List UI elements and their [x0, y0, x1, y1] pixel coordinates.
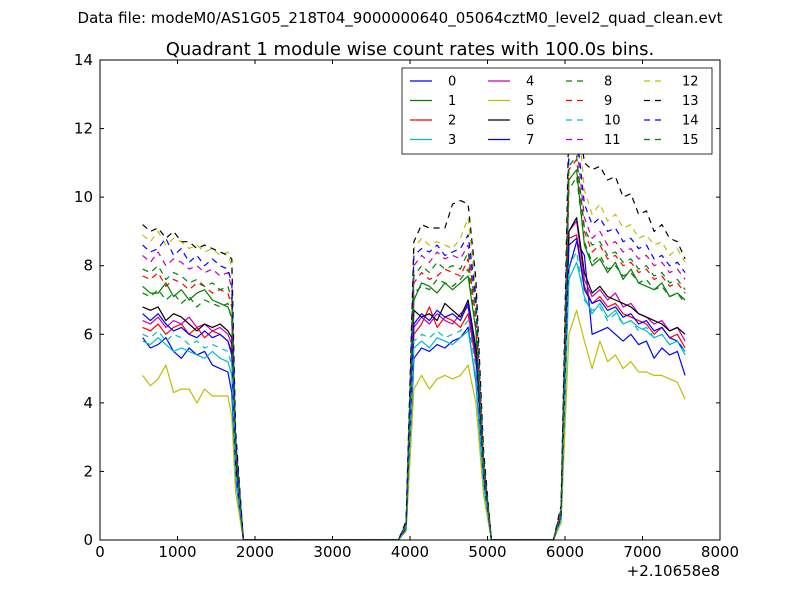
- y-tick-label: 4: [83, 394, 93, 412]
- legend-label-9: 9: [604, 94, 612, 109]
- legend-label-5: 5: [526, 94, 534, 109]
- x-tick-label: 3000: [313, 543, 351, 561]
- legend-label-11: 11: [604, 133, 621, 148]
- y-tick-label: 6: [83, 325, 93, 343]
- x-tick-label: 6000: [546, 543, 584, 561]
- y-tick-label: 0: [83, 531, 93, 549]
- y-tick-label: 12: [74, 120, 93, 138]
- legend-label-14: 14: [682, 114, 699, 129]
- legend-label-3: 3: [448, 133, 456, 148]
- figure-suptitle: Data file: modeM0/AS1G05_218T04_90000006…: [77, 9, 723, 27]
- x-tick-label: 8000: [701, 543, 739, 561]
- x-tick-label: 2000: [236, 543, 274, 561]
- legend-label-13: 13: [682, 94, 699, 109]
- y-tick-label: 14: [74, 51, 93, 69]
- x-tick-label: 0: [95, 543, 105, 561]
- series-group: [142, 100, 686, 540]
- chart-title: Quadrant 1 module wise count rates with …: [166, 39, 655, 60]
- x-tick-label: 5000: [468, 543, 506, 561]
- legend-label-4: 4: [526, 75, 534, 90]
- x-tick-label: 1000: [158, 543, 196, 561]
- axes: 0 1000 2000 3000 4000 5000 6000 7000 80000246810…: [74, 51, 739, 580]
- y-tick-label: 10: [74, 188, 93, 206]
- y-tick-label: 2: [83, 462, 93, 480]
- legend-label-15: 15: [682, 133, 699, 148]
- x-offset-label: +2.10658e8: [627, 562, 720, 580]
- legend-label-10: 10: [604, 114, 621, 129]
- x-tick-label: 4000: [391, 543, 429, 561]
- series-line-15: [142, 155, 686, 540]
- legend-label-1: 1: [448, 94, 456, 109]
- legend-label-6: 6: [526, 114, 534, 129]
- series-line-5: [142, 309, 686, 540]
- legend-label-8: 8: [604, 75, 612, 90]
- y-tick-label: 8: [83, 257, 93, 275]
- legend-label-0: 0: [448, 75, 456, 90]
- legend-label-7: 7: [526, 133, 534, 148]
- series-line-10: [142, 251, 686, 540]
- legend-label-2: 2: [448, 114, 456, 129]
- x-tick-label: 7000: [623, 543, 661, 561]
- legend-label-12: 12: [682, 75, 699, 90]
